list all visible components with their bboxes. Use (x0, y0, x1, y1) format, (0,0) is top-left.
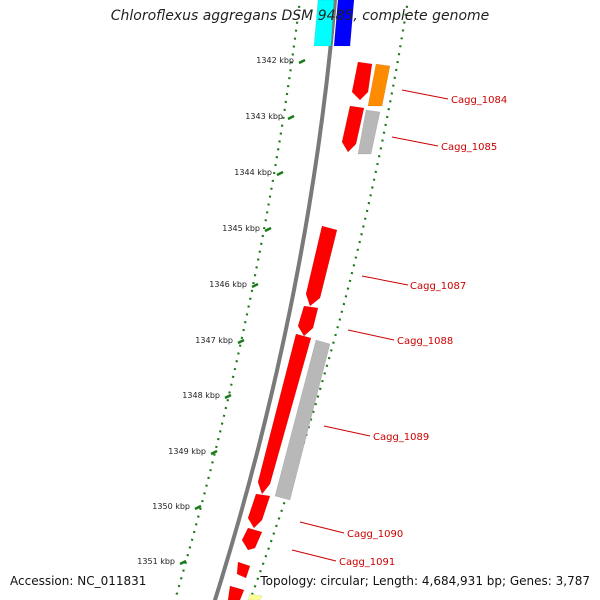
scale-tick-label: 1346 kbp (209, 280, 247, 289)
gene-label-leader (299, 521, 345, 534)
gene-label: Cagg_1084 (451, 95, 507, 106)
scale-tick (276, 170, 284, 177)
gene-cagg-1089 (274, 339, 331, 501)
scale-tick (224, 393, 232, 400)
gene-cagg-1087 (305, 225, 338, 307)
gene-cagg-1085-part (341, 105, 365, 153)
accession-text: Accession: NC_011831 (10, 574, 147, 588)
inner-dotted-ring (173, 0, 302, 600)
gene-label: Cagg_1087 (410, 281, 466, 292)
gene-cagg-1084 (367, 63, 391, 107)
gene-label-leader (361, 275, 409, 286)
scale-tick-label: 1343 kbp (245, 112, 283, 121)
scale-tick (264, 226, 272, 233)
scale-tick (298, 58, 306, 65)
gene-cagg-1085 (357, 109, 381, 155)
gene-blue (333, 0, 355, 47)
gene-label: Cagg_1088 (397, 336, 453, 347)
gene-small-red (236, 561, 251, 579)
scale-tick-label: 1344 kbp (234, 168, 272, 177)
outer-dotted-ring (248, 0, 410, 600)
scale-tick (287, 114, 295, 121)
gene-label-leader (347, 329, 395, 341)
gene-label: Cagg_1085 (441, 142, 497, 153)
gene-cyan (313, 0, 335, 47)
scale-tick-label: 1351 kbp (137, 557, 175, 566)
scale-tick (210, 449, 218, 456)
gene-label-leader (391, 136, 439, 147)
scale-tick (251, 282, 259, 289)
gene-label-leader (401, 89, 449, 100)
gene-label: Cagg_1089 (373, 432, 429, 443)
gene-bottom-yellow (247, 593, 263, 600)
gene-label: Cagg_1090 (347, 529, 403, 540)
scale-tick-label: 1350 kbp (152, 502, 190, 511)
scale-tick (237, 338, 245, 345)
gene-label: Cagg_1091 (339, 557, 395, 568)
gene-label-leader (291, 549, 337, 562)
scale-tick-label: 1342 kbp (256, 56, 294, 65)
genome-backbone (212, 0, 338, 600)
gene-bottom-red (227, 585, 245, 600)
gene-cagg-1090-part (247, 493, 271, 529)
scale-tick-label: 1345 kbp (222, 224, 260, 233)
genome-title: Chloroflexus aggregans DSM 9485, complet… (110, 8, 490, 24)
gene-cagg-1088 (297, 305, 319, 337)
genome-summary-text: Topology: circular; Length: 4,684,931 bp… (260, 574, 590, 588)
gene-cagg-1089-part (257, 333, 312, 495)
scale-tick-label: 1348 kbp (182, 391, 220, 400)
gene-cagg-1091 (241, 527, 263, 551)
scale-tick-label: 1349 kbp (168, 447, 206, 456)
gene-cagg-1084-part (351, 61, 373, 101)
scale-tick (179, 559, 187, 566)
gene-label-leader (323, 425, 371, 437)
scale-tick (194, 504, 202, 511)
scale-tick-label: 1347 kbp (195, 336, 233, 345)
